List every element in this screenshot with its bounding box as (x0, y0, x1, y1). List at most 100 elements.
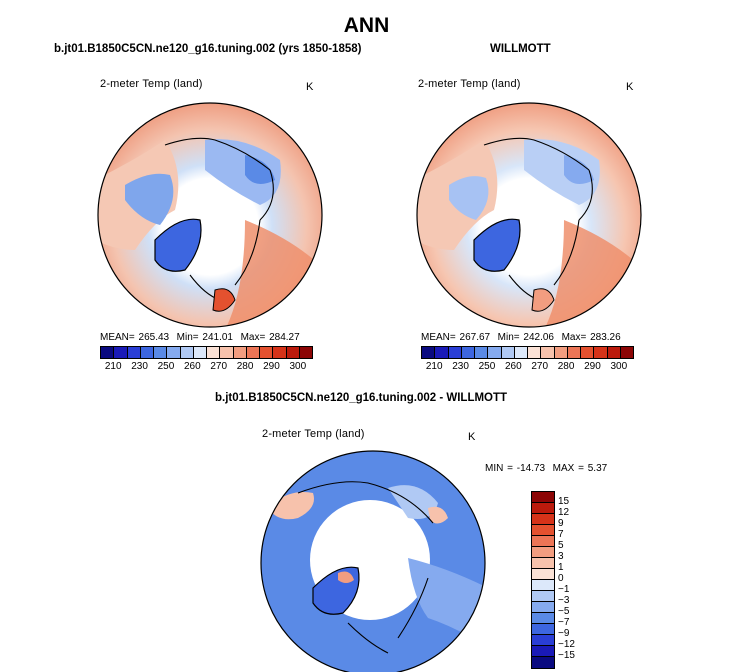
model-colorbar-tick-label: 270 (210, 361, 228, 372)
obs-polar-map (416, 102, 642, 328)
diff-colorbar (531, 491, 555, 669)
model-colorbar-ticks: 210 230 250 260 270 280 290 300 (100, 361, 311, 375)
diff-colorbar-swatch (532, 525, 554, 536)
model-mean-value: 265.43 (138, 332, 170, 343)
obs-colorbar-swatch (435, 347, 449, 358)
obs-colorbar-tick-label: 250 (478, 361, 496, 372)
diff-colorbar-tick-label: −5 (558, 606, 570, 617)
model-min-label: Min= (176, 332, 199, 343)
model-map-border (97, 102, 323, 328)
obs-colorbar-tick-label: 290 (584, 361, 601, 372)
diff-min-value: -14.73 (516, 463, 546, 474)
model-panel-title: b.jt01.B1850C5CN.ne120_g16.tuning.002 (y… (54, 43, 362, 55)
diff-colorbar-tick-label: −9 (558, 628, 570, 639)
diff-colorbar-tick-label: 9 (558, 518, 564, 529)
model-colorbar-swatch (273, 347, 287, 358)
model-colorbar-swatch (127, 347, 141, 358)
obs-colorbar-swatch (554, 347, 568, 358)
model-max-label: Max= (240, 332, 266, 343)
model-polar-map (97, 102, 323, 328)
obs-canada-region (449, 176, 489, 220)
diff-colorbar-tick-label: 3 (558, 551, 564, 562)
obs-colorbar-tick-label: 260 (504, 361, 522, 372)
diff-colorbar-swatch (532, 646, 554, 657)
diff-warm-patch (428, 506, 448, 524)
model-stats: MEAN= 265.43 Min= 241.01 Max= 284.27 (100, 332, 300, 343)
diff-colorbar-tick-label: 5 (558, 540, 564, 551)
diff-colorbar-swatch (532, 492, 554, 503)
diff-colorbar-tick-label: 0 (558, 573, 564, 584)
model-colorbar-tick-label: 290 (263, 361, 280, 372)
diff-colorbar-swatch (532, 503, 554, 514)
obs-min-value: 242.06 (523, 332, 554, 343)
obs-colorbar-swatch (448, 347, 462, 358)
model-colorbar-swatch (193, 347, 207, 358)
diff-colorbar-swatch (532, 536, 554, 547)
model-colorbar-swatch (154, 347, 168, 358)
model-canada-cold-region (125, 173, 174, 225)
model-colorbar-swatch (207, 347, 221, 358)
obs-max-label: Max= (561, 332, 587, 343)
model-colorbar-tick-label: 300 (289, 361, 307, 372)
obs-colorbar (421, 346, 634, 359)
model-colorbar-tick-label: 260 (183, 361, 201, 372)
model-colorbar-tick-label: 250 (157, 361, 175, 372)
diff-colorbar-tick-label: 7 (558, 529, 564, 540)
obs-coastline (483, 137, 593, 301)
diff-coastline (297, 481, 434, 654)
obs-colorbar-tick-label: 280 (557, 361, 575, 372)
obs-colorbar-swatch (567, 347, 581, 358)
diff-colorbar-tick-label: 12 (558, 507, 570, 518)
model-colorbar-swatch (101, 347, 115, 358)
model-siberia-region (205, 139, 281, 205)
obs-colorbar-swatch (594, 347, 608, 358)
diff-greenland-warm-patch (338, 571, 354, 583)
obs-colorbar-tick-label: 300 (610, 361, 628, 372)
obs-variable-label: 2-meter Temp (land) (418, 78, 521, 90)
model-colorbar-swatch (246, 347, 260, 358)
obs-colorbar-swatch (541, 347, 555, 358)
model-max-value: 284.27 (269, 332, 300, 343)
diff-colorbar-swatch (532, 547, 554, 558)
model-mean-label: MEAN= (100, 332, 135, 343)
model-min-value: 241.01 (202, 332, 233, 343)
obs-colorbar-swatch (620, 347, 633, 358)
diff-panel-title: b.jt01.B1850C5CN.ne120_g16.tuning.002 - … (215, 392, 508, 404)
diff-siberia-region (388, 485, 438, 519)
obs-mean-label: MEAN= (421, 332, 456, 343)
obs-colorbar-swatch (607, 347, 621, 358)
obs-colorbar-swatch (488, 347, 502, 358)
diff-min-label: MIN = (485, 463, 513, 474)
obs-greenland (473, 218, 521, 272)
diff-alaska-warm-region (268, 492, 314, 520)
obs-stats: MEAN= 267.67 Min= 242.06 Max= 283.26 (421, 332, 621, 343)
diff-colorbar-tick-label: −7 (558, 617, 570, 628)
diff-colorbar-swatch (532, 569, 554, 580)
obs-unit-label: K (626, 81, 634, 93)
diff-colorbar-tick-label: 15 (558, 496, 570, 507)
diff-colorbar-tick-label: −12 (558, 639, 575, 650)
diff-colorbar-swatch (532, 591, 554, 602)
obs-colorbar-ticks: 210 230 250 260 270 280 290 300 (421, 361, 632, 375)
obs-map-border (416, 102, 642, 328)
diff-colorbar-tick-label: −1 (558, 584, 570, 595)
diff-stats: MIN = -14.73 MAX = 5.37 (485, 463, 607, 474)
diff-max-value: 5.37 (587, 463, 608, 474)
obs-scandinavia (531, 288, 555, 312)
model-variable-label: 2-meter Temp (land) (100, 78, 203, 90)
obs-colorbar-swatch (475, 347, 489, 358)
obs-colorbar-swatch (461, 347, 475, 358)
obs-siberia-region (524, 139, 600, 205)
model-colorbar-swatch (299, 347, 312, 358)
diff-unit-label: K (468, 431, 476, 443)
diff-colorbar-swatch (532, 580, 554, 591)
diff-colorbar-swatch (532, 635, 554, 646)
model-colorbar-tick-label: 280 (236, 361, 254, 372)
diff-colorbar-tick-label: −3 (558, 595, 570, 606)
diff-colorbar-tick-label: 1 (558, 562, 564, 573)
model-unit-label: K (306, 81, 314, 93)
model-colorbar-swatch (286, 347, 300, 358)
obs-colorbar-swatch (422, 347, 436, 358)
diff-colorbar-swatch (532, 613, 554, 624)
obs-colorbar-swatch (501, 347, 515, 358)
